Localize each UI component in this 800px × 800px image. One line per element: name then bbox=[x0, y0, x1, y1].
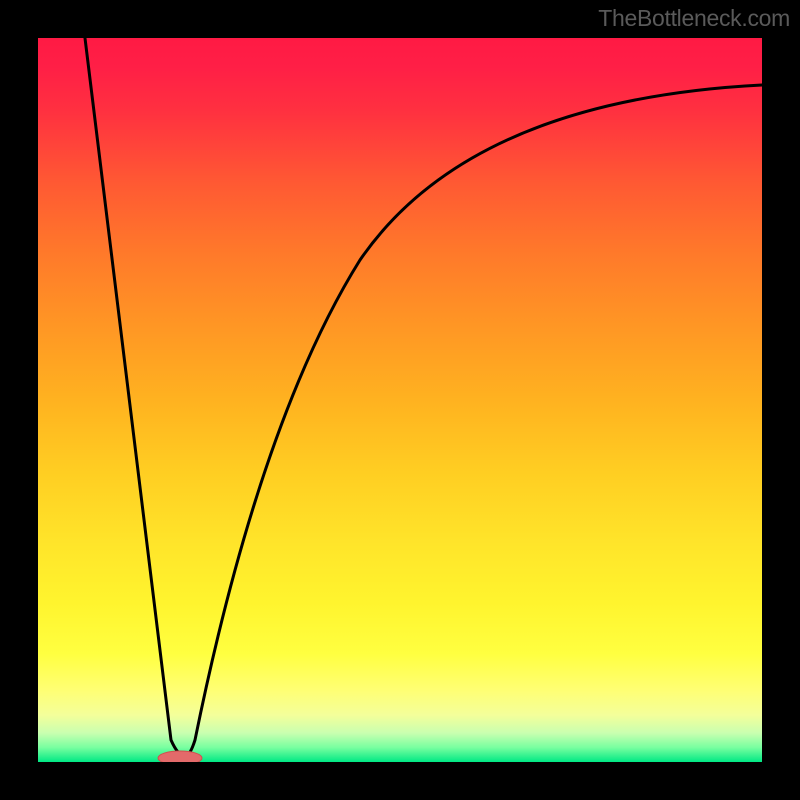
watermark: TheBottleneck.com bbox=[598, 5, 790, 32]
bottleneck-chart bbox=[0, 0, 800, 800]
gradient-background bbox=[38, 38, 762, 762]
